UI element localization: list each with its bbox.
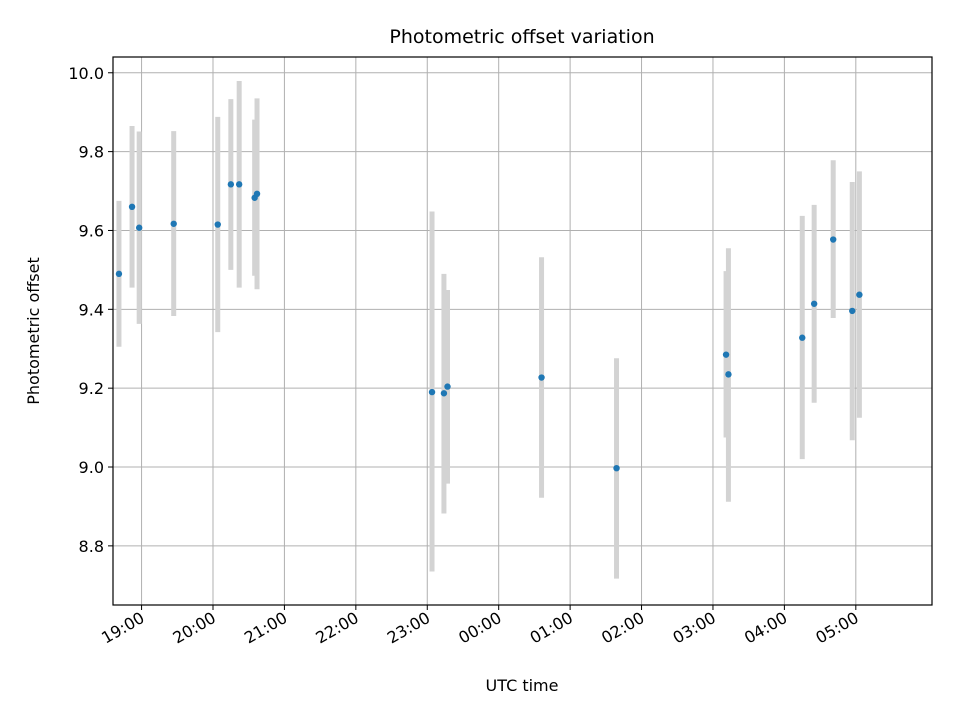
data-point [722,351,730,358]
data-point [227,181,235,188]
data-point [538,374,545,381]
data-point [444,383,451,390]
data-point [253,190,261,198]
data-point [428,388,436,396]
y-tick-label: 10.0 [68,64,104,83]
data-point [235,181,243,188]
data-point [829,236,837,243]
data-point [856,291,863,298]
data-point [799,334,806,341]
chart-title: Photometric offset variation [389,26,654,48]
y-tick-label: 9.2 [79,379,104,398]
x-axis-label: UTC time [486,676,559,695]
data-point [128,203,136,211]
data-point [849,307,856,315]
data-point [725,371,732,378]
data-point [135,224,143,231]
y-tick-label: 9.0 [79,458,104,477]
data-points [115,181,863,472]
data-point [170,220,177,227]
data-point [440,390,448,397]
y-axis-label: Photometric offset [24,257,43,405]
data-point [115,270,123,278]
data-point [214,221,221,228]
y-tick-label: 9.8 [79,143,104,162]
y-tick-label: 9.4 [79,300,104,319]
data-point [810,300,818,307]
data-point [613,464,620,472]
y-tick-label: 9.6 [79,221,104,240]
plot-frame [112,56,933,606]
y-tick-label: 8.8 [79,537,104,556]
y-axis-ticks: 8.8 9.0 9.2 9.4 9.6 9.8 10.0 [68,64,113,556]
grid-lines [113,57,932,605]
